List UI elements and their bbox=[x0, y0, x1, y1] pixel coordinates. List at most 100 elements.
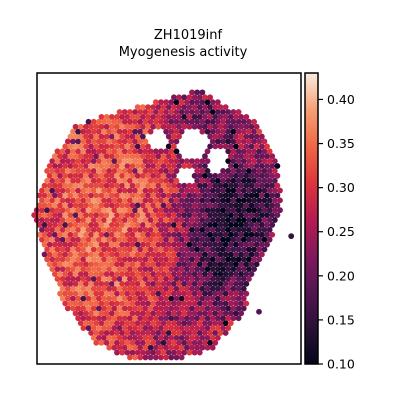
spot bbox=[168, 325, 175, 331]
spot bbox=[93, 231, 100, 238]
spot bbox=[214, 177, 221, 184]
spot bbox=[139, 222, 146, 228]
spot bbox=[80, 295, 87, 302]
spot bbox=[77, 280, 84, 287]
spot bbox=[171, 212, 177, 219]
spot bbox=[194, 285, 201, 292]
spot bbox=[106, 118, 113, 125]
spot bbox=[274, 182, 281, 189]
spot bbox=[160, 222, 167, 228]
spot bbox=[171, 231, 177, 238]
spot bbox=[240, 226, 247, 233]
spot bbox=[199, 276, 206, 282]
spot bbox=[124, 202, 131, 209]
spot bbox=[178, 285, 185, 292]
spot bbox=[165, 349, 172, 356]
spot bbox=[108, 114, 115, 120]
spot bbox=[83, 153, 89, 160]
spot bbox=[171, 320, 177, 327]
spot bbox=[98, 231, 105, 238]
spot bbox=[147, 148, 154, 155]
spot bbox=[95, 187, 102, 194]
spot bbox=[106, 276, 113, 282]
spot bbox=[176, 202, 182, 209]
spot bbox=[119, 339, 126, 346]
spot bbox=[176, 153, 182, 160]
spot bbox=[90, 138, 97, 145]
spot bbox=[155, 153, 162, 160]
spot bbox=[54, 158, 61, 165]
spot bbox=[202, 300, 208, 307]
spot bbox=[256, 308, 262, 315]
spot bbox=[98, 300, 105, 307]
spot bbox=[191, 300, 198, 307]
spot bbox=[207, 310, 214, 317]
spot bbox=[202, 153, 208, 160]
spot bbox=[132, 295, 138, 302]
spot bbox=[238, 123, 245, 130]
spot bbox=[103, 310, 110, 317]
spot bbox=[127, 148, 133, 155]
spot bbox=[183, 226, 190, 233]
spot bbox=[106, 256, 113, 263]
spot bbox=[119, 241, 126, 248]
spot bbox=[62, 222, 69, 228]
spot bbox=[145, 212, 151, 219]
spot bbox=[225, 226, 232, 233]
spot bbox=[70, 266, 76, 273]
spot bbox=[163, 266, 170, 273]
spot bbox=[139, 290, 146, 297]
spot bbox=[204, 217, 211, 223]
spot bbox=[230, 128, 237, 135]
spot bbox=[93, 339, 100, 346]
spot bbox=[36, 202, 43, 209]
spot bbox=[194, 276, 201, 282]
spot bbox=[204, 334, 211, 341]
spot bbox=[220, 168, 226, 174]
spot bbox=[214, 226, 221, 233]
spot bbox=[243, 290, 250, 297]
spot bbox=[181, 251, 188, 258]
spot bbox=[204, 148, 211, 155]
spot bbox=[199, 295, 206, 302]
spot bbox=[54, 177, 61, 184]
spot bbox=[235, 118, 242, 125]
spot bbox=[163, 158, 170, 165]
spot bbox=[62, 212, 69, 219]
spot bbox=[274, 163, 281, 169]
spot bbox=[129, 222, 136, 228]
spot bbox=[168, 109, 175, 115]
spot bbox=[181, 163, 188, 169]
spot bbox=[119, 271, 126, 277]
spot bbox=[163, 128, 170, 135]
spot bbox=[70, 217, 76, 223]
spot bbox=[212, 251, 219, 258]
spot bbox=[134, 114, 141, 120]
spot bbox=[127, 256, 133, 263]
spot bbox=[178, 109, 185, 115]
spot bbox=[258, 133, 265, 140]
spot bbox=[222, 192, 229, 199]
spot bbox=[103, 280, 110, 287]
spot bbox=[194, 187, 201, 194]
spot bbox=[207, 251, 214, 258]
spot bbox=[196, 339, 203, 346]
spot bbox=[72, 241, 79, 248]
spot bbox=[168, 344, 175, 351]
spot bbox=[46, 222, 53, 228]
spot bbox=[186, 300, 193, 307]
spot bbox=[171, 182, 177, 189]
spot bbox=[230, 315, 237, 322]
spot bbox=[261, 187, 268, 194]
spot bbox=[163, 276, 170, 282]
spot bbox=[85, 325, 92, 331]
spot bbox=[227, 202, 234, 209]
spot bbox=[93, 222, 100, 228]
spot bbox=[261, 197, 268, 204]
spot bbox=[114, 320, 120, 327]
spot bbox=[150, 231, 157, 238]
spot bbox=[124, 300, 131, 307]
spot bbox=[256, 187, 263, 194]
spot bbox=[70, 138, 76, 145]
spot bbox=[70, 305, 76, 312]
